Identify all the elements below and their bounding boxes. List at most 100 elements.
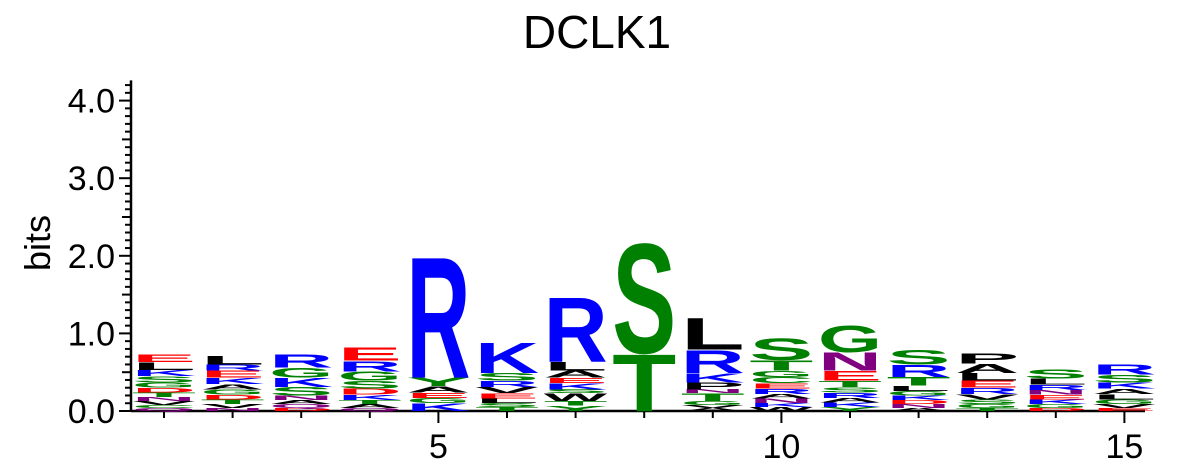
logo-letter-A: A [887,407,951,412]
logo-letter-R: R [1092,361,1156,378]
logo-letter-G: G [1024,403,1088,409]
logo-letter-L: L [1092,393,1156,401]
logo-letter-L: L [681,309,745,360]
logo-letter-N: N [887,403,951,409]
logo-letter-G: G [338,369,402,383]
logo-letter-K: K [681,371,745,385]
logo-letter-L: L [201,354,265,367]
logo-letter-V: V [201,403,265,409]
logo-letter-G: G [406,396,470,404]
logo-letter-W: W [544,391,608,403]
logo-letter-E: E [475,392,539,400]
logo-letter-S: S [955,398,1019,405]
logo-letter-E: E [406,391,470,399]
logo-letter-G: G [132,381,196,389]
logo-letter-K: K [269,375,333,389]
x-tick-label: 10 [762,428,800,466]
logo-letter-L: L [132,360,196,372]
y-tick-label: 3.0 [68,160,115,198]
logo-letter-K: K [201,376,265,386]
logo-letter-K: K [749,402,813,408]
logo-letter-D: D [201,394,265,401]
logo-stacks: QCVNTDGSKLENVTDGAKERLDQANSKGRQATKDSGREKG… [132,210,1156,428]
logo-letter-E: E [1092,407,1156,412]
chart-title: DCLK1 [523,6,671,58]
logo-letter-Y: Y [406,376,470,389]
logo-letter-P: P [681,381,745,392]
logo-letter-D: D [1024,407,1088,412]
logo-letter-K: K [818,401,882,408]
logo-letter-W: W [749,406,814,412]
logo-letter-V: V [955,393,1019,401]
logo-letter-R: R [201,363,265,373]
logo-letter-S: S [475,371,539,383]
logo-letter-A: A [544,369,608,380]
logo-letter-G: G [818,318,882,361]
logo-letter-V: V [475,385,539,395]
logo-letter-A: A [406,385,470,395]
logo-letter-N: N [269,394,333,401]
y-axis-label: bits [17,215,58,271]
logo-letter-N: N [1024,389,1088,396]
logo-letter-A: A [749,393,813,400]
logo-letter-A: A [269,399,333,405]
logo-letter-D: D [269,407,333,412]
logo-letter-T: T [544,400,608,407]
logo-letter-A: A [818,397,882,404]
logo-letter-S: S [269,385,333,398]
logo-letter-Y: Y [544,404,608,412]
logo-letter-P: P [955,350,1019,367]
logo-letter-L: L [1024,377,1088,387]
logo-letter-S: S [475,402,539,408]
logo-letter-E: E [544,376,608,384]
logo-letter-N: N [201,407,265,412]
logo-letter-N: N [749,397,813,404]
logo-letter-R: R [749,387,813,395]
logo-letter-T: T [681,391,745,403]
logo-letter-A: A [201,383,265,391]
logo-letter-K: K [1092,381,1156,391]
logo-letter-S: S [749,332,813,367]
logo-letter-C: C [749,375,813,385]
logo-letter-V: V [681,404,745,409]
logo-letter-L: L [955,371,1019,383]
logo-letter-R: R [475,379,539,389]
logo-letter-T: T [201,398,265,405]
logo-letter-N: N [681,388,745,394]
logo-letter-N: N [818,347,882,376]
logo-letter-R: R [955,386,1019,396]
logo-letter-G: G [681,400,745,406]
logo-letter-E: E [818,368,882,384]
logo-letter-G: G [887,390,951,397]
logo-column-8: TS [612,210,676,428]
logo-letter-G: G [1092,398,1156,405]
logo-letter-T: T [887,375,951,388]
logo-letter-E: E [749,382,813,390]
logo-letter-T: T [612,337,676,428]
logo-letter-T: T [475,406,539,412]
logo-letter-R: R [818,391,882,399]
logo-letter-S: S [1092,373,1156,385]
logo-letter-T: T [818,379,882,389]
logo-letter-T: T [338,399,402,405]
y-tick-label: 0.0 [68,393,115,431]
logo-letter-E: E [201,369,265,380]
logo-letter-S: S [132,375,196,385]
logo-letter-T: T [132,391,196,398]
logo-letter-S: S [544,388,608,394]
logo-letter-S: S [612,210,676,386]
logo-letter-R: R [1024,383,1088,391]
logo-letter-K: K [132,368,196,378]
logo-letter-A: A [681,407,745,412]
logo-letter-L: L [887,384,951,392]
